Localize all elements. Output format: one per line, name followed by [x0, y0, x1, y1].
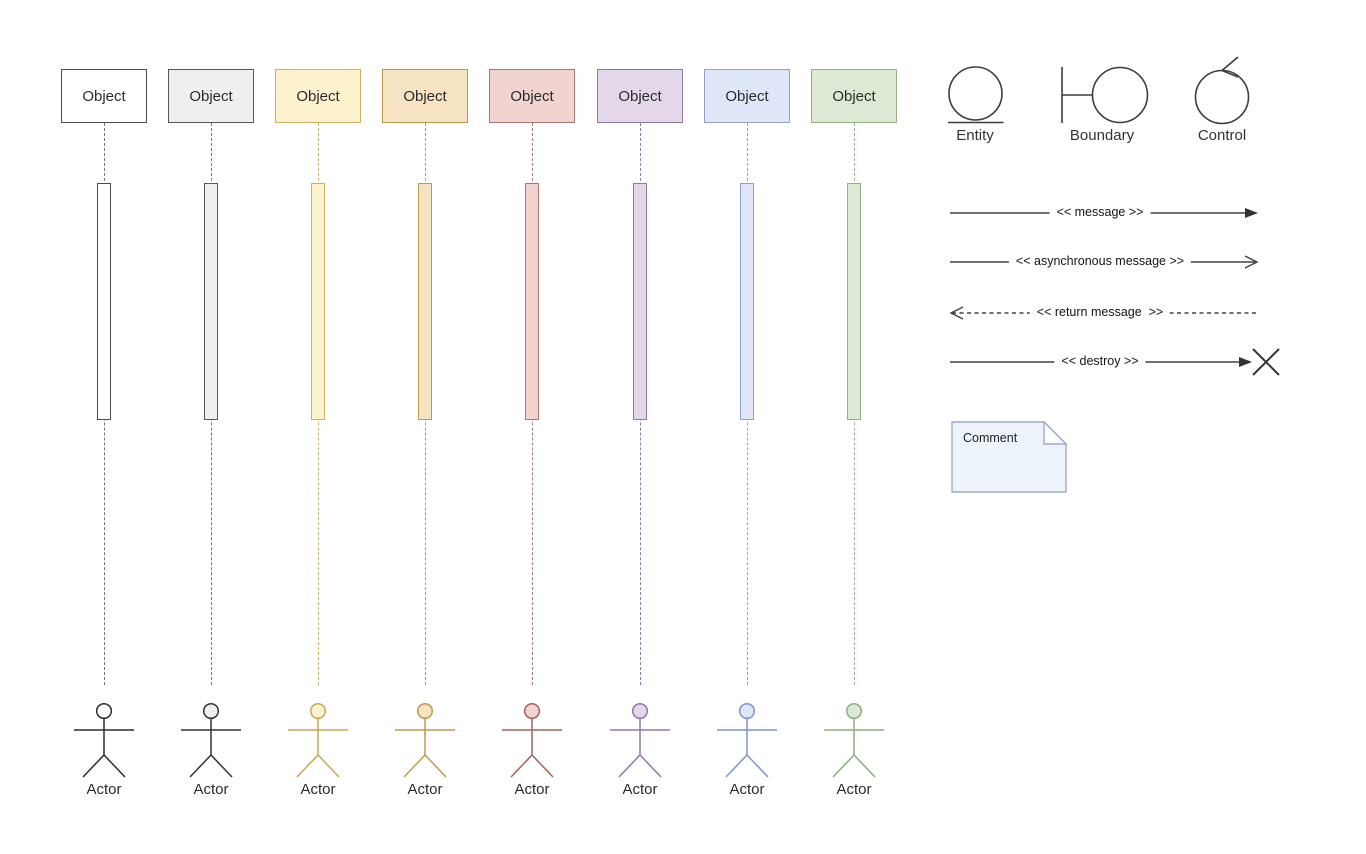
object-label: Object	[725, 87, 769, 105]
object-label: Object	[189, 87, 233, 105]
actor-label: Actor	[407, 781, 443, 798]
actor-head-icon	[523, 702, 541, 720]
actor-head-icon	[95, 702, 113, 720]
async-message-arrow-row[interactable]: << asynchronous message >>	[945, 247, 1285, 277]
actor-head-icon	[309, 702, 327, 720]
object-label: Object	[296, 87, 340, 105]
actor-head-icon	[416, 702, 434, 720]
actor-label: Actor	[86, 781, 122, 798]
activation-bar[interactable]	[633, 183, 647, 420]
boundary-icon[interactable]	[1056, 64, 1150, 126]
object-label: Object	[403, 87, 447, 105]
actor-label: Actor	[729, 781, 765, 798]
object-box[interactable]: Object	[61, 69, 147, 123]
entity-label: Entity	[956, 127, 994, 144]
actor-head-icon	[738, 702, 756, 720]
note-shape-icon	[951, 420, 1068, 493]
object-box[interactable]: Object	[168, 69, 254, 123]
destroy-label: << destroy >>	[1054, 352, 1146, 371]
destroy-arrow-row[interactable]: << destroy >>	[945, 347, 1285, 377]
object-label: Object	[618, 87, 662, 105]
actor-label: Actor	[836, 781, 872, 798]
actor-label: Actor	[514, 781, 550, 798]
activation-bar[interactable]	[97, 183, 111, 420]
activation-bar[interactable]	[311, 183, 325, 420]
actor-head-icon	[202, 702, 220, 720]
entity-icon[interactable]	[945, 64, 1007, 126]
async-message-label: << asynchronous message >>	[1008, 252, 1192, 271]
actor-figure[interactable]	[179, 700, 243, 780]
activation-bar[interactable]	[204, 183, 218, 420]
actor-figure[interactable]	[393, 700, 457, 780]
actor-figure[interactable]	[72, 700, 136, 780]
control-label: Control	[1197, 127, 1247, 144]
activation-bar[interactable]	[418, 183, 432, 420]
object-box[interactable]: Object	[275, 69, 361, 123]
actor-figure[interactable]	[500, 700, 564, 780]
control-icon[interactable]	[1194, 50, 1254, 125]
object-label: Object	[82, 87, 126, 105]
object-box[interactable]: Object	[382, 69, 468, 123]
object-label: Object	[832, 87, 876, 105]
object-box[interactable]: Object	[489, 69, 575, 123]
actor-figure[interactable]	[715, 700, 779, 780]
message-arrow-row[interactable]: << message >>	[945, 198, 1285, 228]
object-box[interactable]: Object	[811, 69, 897, 123]
actor-figure[interactable]	[286, 700, 350, 780]
actor-figure[interactable]	[608, 700, 672, 780]
activation-bar[interactable]	[847, 183, 861, 420]
actor-head-icon	[845, 702, 863, 720]
object-label: Object	[510, 87, 554, 105]
actor-head-icon	[631, 702, 649, 720]
comment-note[interactable]: Comment	[951, 420, 1068, 493]
actor-label: Actor	[300, 781, 336, 798]
actor-figure[interactable]	[822, 700, 886, 780]
message-label: << message >>	[1049, 203, 1151, 222]
comment-label: Comment	[963, 431, 1018, 445]
activation-bar[interactable]	[740, 183, 754, 420]
object-box[interactable]: Object	[704, 69, 790, 123]
return-message-arrow-row[interactable]: << return message >>	[945, 298, 1285, 328]
actor-label: Actor	[193, 781, 229, 798]
activation-bar[interactable]	[525, 183, 539, 420]
object-box[interactable]: Object	[597, 69, 683, 123]
return-message-label: << return message >>	[1029, 303, 1171, 322]
actor-label: Actor	[622, 781, 658, 798]
boundary-label: Boundary	[1069, 127, 1135, 144]
